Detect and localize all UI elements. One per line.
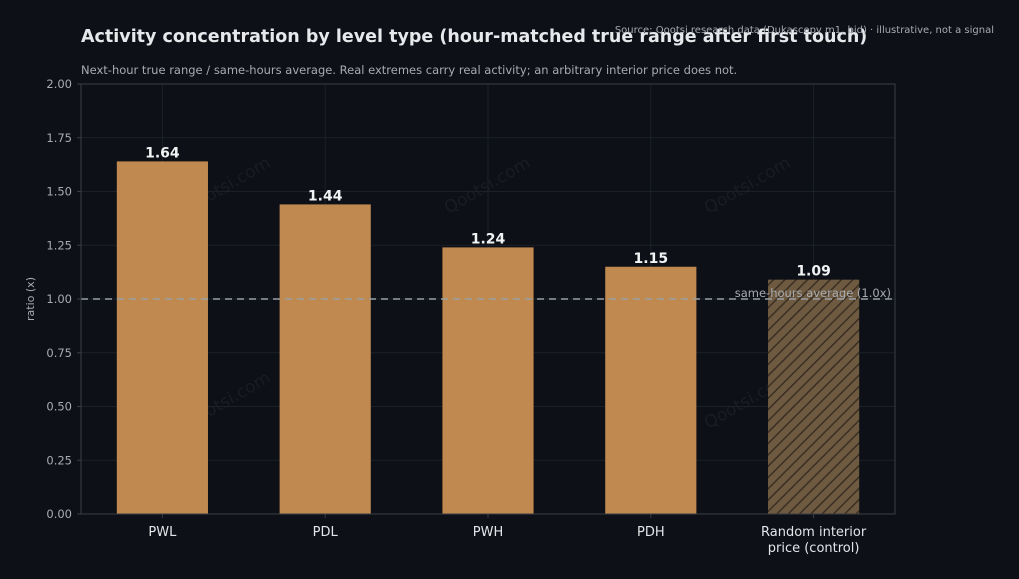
y-tick-label: 0.00 (46, 507, 72, 521)
source-note: Source: Qootsi research data (Dukascopy … (615, 25, 994, 36)
value-labels: 1.64 1.44 1.24 1.15 1.09 (145, 145, 831, 279)
y-tick-label: 1.00 (46, 292, 72, 306)
bar-value-label: 1.15 (634, 251, 669, 267)
y-tick-labels: 0.00 0.25 0.50 0.75 1.00 1.25 1.50 1.75 2.00 (46, 77, 81, 521)
y-axis-label: ratio (x) (24, 277, 37, 321)
y-tick-label: 1.75 (46, 131, 72, 145)
reference-line-label: same-hours average (1.0x) (735, 286, 891, 300)
y-tick-label: 0.75 (46, 346, 72, 360)
x-tick-label: Random interior price (control) (761, 525, 867, 556)
bar (442, 247, 534, 514)
x-tick-label: PWH (473, 525, 503, 540)
y-tick-label: 0.25 (46, 453, 72, 467)
y-tick-label: 0.50 (46, 400, 72, 414)
y-tick-label: 1.25 (46, 238, 72, 252)
x-tick-label: PWL (148, 525, 177, 540)
bar-value-label: 1.09 (796, 264, 831, 280)
x-tick-label: PDH (637, 525, 665, 540)
bar (116, 161, 208, 514)
reference-line-group: same-hours average (1.0x) (81, 286, 895, 300)
y-tick-label: 1.50 (46, 185, 72, 199)
chart-title: Activity concentration by level type (ho… (81, 27, 867, 47)
chart-subtitle: Next-hour true range / same-hours averag… (81, 63, 737, 77)
x-tick-labels: PWL PDL PWH PDH Random interior price (contro… (148, 514, 867, 556)
bar-value-label: 1.24 (471, 231, 506, 247)
bar (605, 266, 697, 514)
y-tick-label: 2.00 (46, 77, 72, 91)
bars (116, 161, 860, 514)
bar-value-label: 1.44 (308, 188, 343, 204)
x-tick-label: PDL (313, 525, 339, 540)
bar (279, 204, 371, 514)
bar-control (768, 279, 860, 514)
bar-value-label: 1.64 (145, 145, 180, 161)
